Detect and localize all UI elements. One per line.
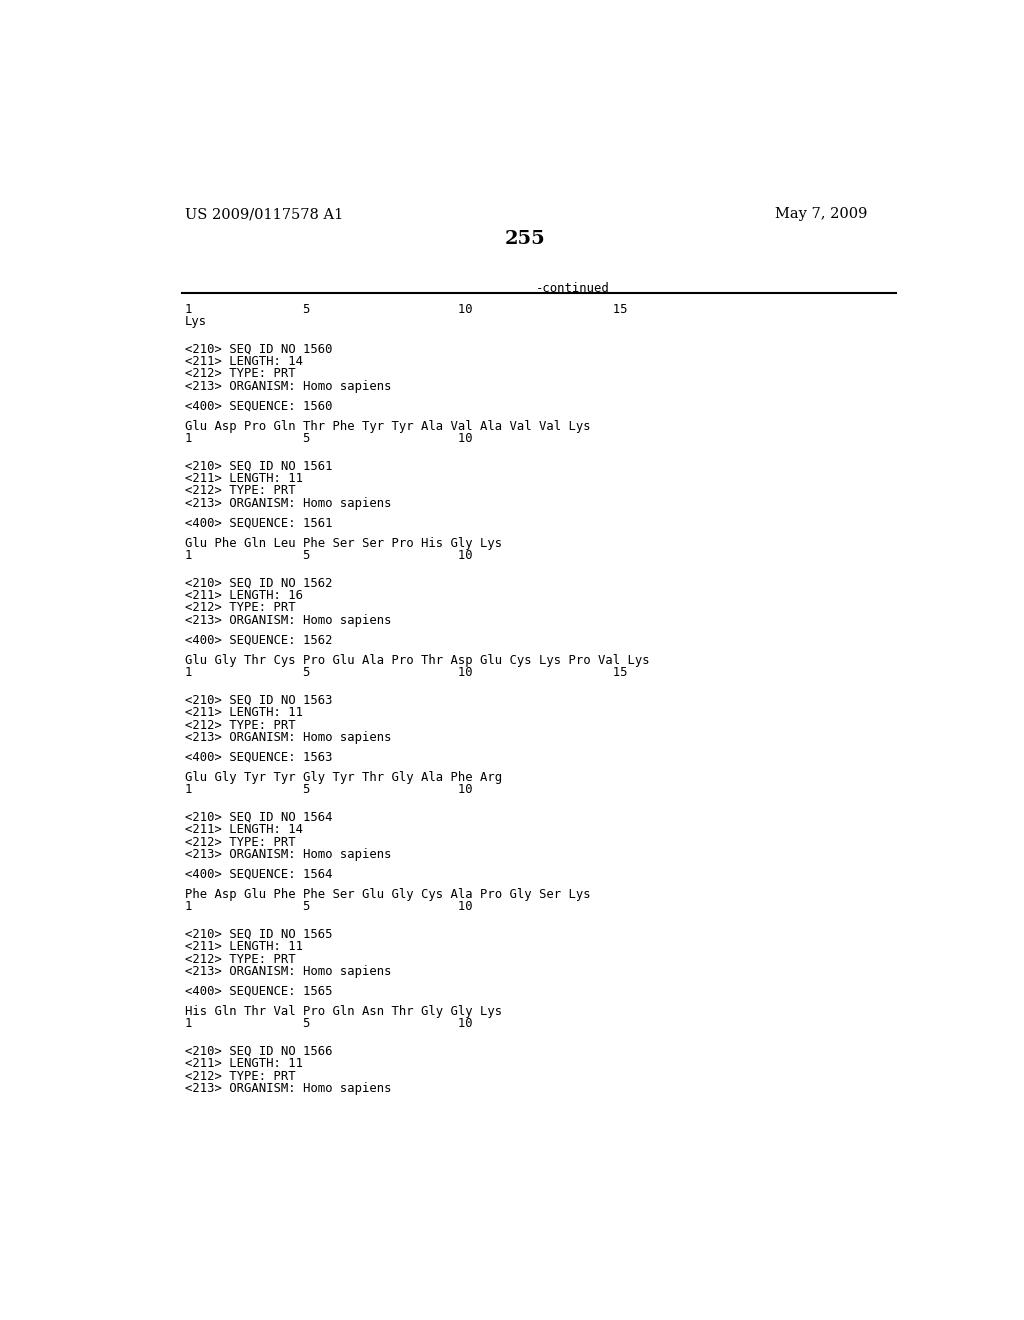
Text: <211> LENGTH: 16: <211> LENGTH: 16 [185, 589, 303, 602]
Text: <400> SEQUENCE: 1563: <400> SEQUENCE: 1563 [185, 751, 333, 764]
Text: 1               5                    10: 1 5 10 [185, 549, 473, 562]
Text: <213> ORGANISM: Homo sapiens: <213> ORGANISM: Homo sapiens [185, 614, 391, 627]
Text: 255: 255 [505, 230, 545, 248]
Text: 1               5                    10: 1 5 10 [185, 783, 473, 796]
Text: Glu Asp Pro Gln Thr Phe Tyr Tyr Ala Val Ala Val Val Lys: Glu Asp Pro Gln Thr Phe Tyr Tyr Ala Val … [185, 420, 591, 433]
Text: <213> ORGANISM: Homo sapiens: <213> ORGANISM: Homo sapiens [185, 847, 391, 861]
Text: <210> SEQ ID NO 1564: <210> SEQ ID NO 1564 [185, 810, 333, 824]
Text: May 7, 2009: May 7, 2009 [775, 207, 867, 222]
Text: <211> LENGTH: 11: <211> LENGTH: 11 [185, 1057, 303, 1071]
Text: <212> TYPE: PRT: <212> TYPE: PRT [185, 602, 296, 615]
Text: <212> TYPE: PRT: <212> TYPE: PRT [185, 836, 296, 849]
Text: <211> LENGTH: 11: <211> LENGTH: 11 [185, 940, 303, 953]
Text: 1               5                    10: 1 5 10 [185, 1018, 473, 1031]
Text: 1               5                    10                   15: 1 5 10 15 [185, 667, 628, 680]
Text: <213> ORGANISM: Homo sapiens: <213> ORGANISM: Homo sapiens [185, 731, 391, 744]
Text: 1               5                    10: 1 5 10 [185, 432, 473, 445]
Text: <210> SEQ ID NO 1565: <210> SEQ ID NO 1565 [185, 928, 333, 941]
Text: <213> ORGANISM: Homo sapiens: <213> ORGANISM: Homo sapiens [185, 496, 391, 510]
Text: Glu Gly Tyr Tyr Gly Tyr Thr Gly Ala Phe Arg: Glu Gly Tyr Tyr Gly Tyr Thr Gly Ala Phe … [185, 771, 502, 784]
Text: Phe Asp Glu Phe Phe Ser Glu Gly Cys Ala Pro Gly Ser Lys: Phe Asp Glu Phe Phe Ser Glu Gly Cys Ala … [185, 888, 591, 902]
Text: <213> ORGANISM: Homo sapiens: <213> ORGANISM: Homo sapiens [185, 1082, 391, 1096]
Text: <211> LENGTH: 14: <211> LENGTH: 14 [185, 824, 303, 837]
Text: 1               5                    10: 1 5 10 [185, 900, 473, 913]
Text: <213> ORGANISM: Homo sapiens: <213> ORGANISM: Homo sapiens [185, 380, 391, 393]
Text: Lys: Lys [185, 315, 207, 329]
Text: <212> TYPE: PRT: <212> TYPE: PRT [185, 718, 296, 731]
Text: <400> SEQUENCE: 1564: <400> SEQUENCE: 1564 [185, 869, 333, 880]
Text: <210> SEQ ID NO 1561: <210> SEQ ID NO 1561 [185, 459, 333, 473]
Text: <211> LENGTH: 14: <211> LENGTH: 14 [185, 355, 303, 368]
Text: <210> SEQ ID NO 1563: <210> SEQ ID NO 1563 [185, 694, 333, 708]
Text: Glu Gly Thr Cys Pro Glu Ala Pro Thr Asp Glu Cys Lys Pro Val Lys: Glu Gly Thr Cys Pro Glu Ala Pro Thr Asp … [185, 653, 650, 667]
Text: <400> SEQUENCE: 1560: <400> SEQUENCE: 1560 [185, 400, 333, 413]
Text: <212> TYPE: PRT: <212> TYPE: PRT [185, 484, 296, 498]
Text: -continued: -continued [536, 282, 609, 296]
Text: US 2009/0117578 A1: US 2009/0117578 A1 [185, 207, 343, 222]
Text: <213> ORGANISM: Homo sapiens: <213> ORGANISM: Homo sapiens [185, 965, 391, 978]
Text: Glu Phe Gln Leu Phe Ser Ser Pro His Gly Lys: Glu Phe Gln Leu Phe Ser Ser Pro His Gly … [185, 537, 502, 550]
Text: <211> LENGTH: 11: <211> LENGTH: 11 [185, 706, 303, 719]
Text: <210> SEQ ID NO 1560: <210> SEQ ID NO 1560 [185, 343, 333, 356]
Text: <212> TYPE: PRT: <212> TYPE: PRT [185, 953, 296, 966]
Text: <212> TYPE: PRT: <212> TYPE: PRT [185, 367, 296, 380]
Text: His Gln Thr Val Pro Gln Asn Thr Gly Gly Lys: His Gln Thr Val Pro Gln Asn Thr Gly Gly … [185, 1005, 502, 1018]
Text: <400> SEQUENCE: 1565: <400> SEQUENCE: 1565 [185, 985, 333, 998]
Text: <211> LENGTH: 11: <211> LENGTH: 11 [185, 473, 303, 486]
Text: 1               5                    10                   15: 1 5 10 15 [185, 302, 628, 315]
Text: <210> SEQ ID NO 1562: <210> SEQ ID NO 1562 [185, 577, 333, 590]
Text: <400> SEQUENCE: 1562: <400> SEQUENCE: 1562 [185, 634, 333, 647]
Text: <400> SEQUENCE: 1561: <400> SEQUENCE: 1561 [185, 517, 333, 529]
Text: <212> TYPE: PRT: <212> TYPE: PRT [185, 1069, 296, 1082]
Text: <210> SEQ ID NO 1566: <210> SEQ ID NO 1566 [185, 1045, 333, 1059]
